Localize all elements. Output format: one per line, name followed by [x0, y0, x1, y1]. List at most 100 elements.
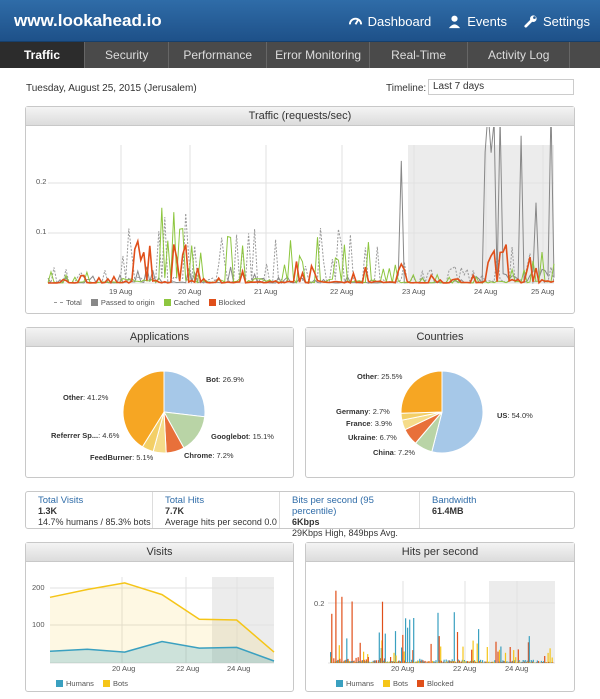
hits-bar [417, 660, 419, 663]
hits-bar [467, 662, 470, 663]
hits-bar [498, 649, 501, 663]
traffic-xtick-0: 19 Aug [109, 287, 132, 296]
svg-text:US: 54.0%: US: 54.0% [497, 411, 533, 420]
wrench-icon [524, 15, 537, 28]
hits-bar [473, 660, 476, 663]
tab-traffic[interactable]: Traffic [0, 42, 86, 68]
hits-bar [448, 660, 450, 663]
app-slice-other[interactable] [122, 370, 165, 448]
legend-hits-humans[interactable]: Humans [336, 679, 374, 688]
tab-security[interactable]: Security [85, 42, 170, 68]
app-slice-bot[interactable] [163, 370, 206, 418]
hits-bar [342, 662, 344, 663]
legend-hits-bots[interactable]: Bots [382, 679, 408, 688]
hits-bar [392, 661, 394, 663]
tab-activity-log[interactable]: Activity Log [468, 42, 571, 68]
hits-bar [450, 661, 452, 663]
hits-bar [393, 652, 395, 663]
svg-text:Bot: 26.9%: Bot: 26.9% [206, 375, 244, 384]
hits-bar [409, 619, 411, 663]
visits-title: Visits [26, 543, 293, 562]
hits-bar [452, 661, 454, 663]
hits-bar [332, 662, 334, 663]
hits-title: Hits per second [306, 543, 574, 562]
visits-xtick-0: 20 Aug [112, 664, 135, 673]
stat-bandwidth: Bandwidth 61.4MB [432, 495, 477, 516]
country-slice-us[interactable] [431, 370, 484, 454]
hits-bar [544, 656, 546, 663]
traffic-xtick-6: 25 Aug [531, 287, 554, 296]
nav-dashboard[interactable]: Dashboard [348, 14, 431, 29]
hits-bar [411, 661, 413, 663]
hits-bar [421, 662, 423, 663]
hits-bar [500, 646, 502, 663]
hits-bar [355, 657, 357, 663]
visits-panel: Visits 200 100 20 Aug 22 Aug 24 Aug Huma… [25, 542, 294, 692]
countries-panel: Countries Other: 25.5% US: 54.0% Germany… [305, 327, 575, 478]
hits-bar [335, 590, 337, 663]
hits-bar [338, 645, 340, 663]
traffic-xtick-5: 24 Aug [474, 287, 497, 296]
hits-bar [460, 661, 463, 663]
hits-bar [484, 662, 486, 663]
hits-bar [526, 660, 528, 663]
hits-bar [455, 662, 457, 663]
traffic-ytick-01: 0.1 [36, 227, 46, 236]
legend-blocked[interactable]: Blocked [208, 298, 245, 307]
hits-bar [532, 659, 534, 663]
hits-bar [464, 660, 466, 663]
hits-bar [383, 662, 385, 663]
hits-bar [390, 657, 392, 663]
hits-xtick-0: 20 Aug [391, 664, 414, 673]
visits-ytick-100: 100 [32, 620, 45, 629]
hits-bar [446, 661, 448, 663]
visits-ytick-200: 200 [32, 583, 45, 592]
stat-bits-per-second: Bits per second (95 percentile) 6Kbps 29… [280, 492, 420, 538]
hits-bar [453, 612, 455, 663]
country-slice-other[interactable] [400, 370, 443, 414]
hits-bar [515, 657, 517, 663]
logo[interactable]: www.lookahead.io [14, 11, 162, 30]
svg-text:Other: 41.2%: Other: 41.2% [63, 393, 109, 402]
gauge-icon [348, 17, 362, 25]
tab-error-monitoring[interactable]: Error Monitoring [267, 42, 371, 68]
svg-text:Googlebot: 15.1%: Googlebot: 15.1% [211, 432, 274, 441]
hits-bar [456, 632, 459, 663]
hits-bar [412, 650, 414, 663]
hits-bar [342, 662, 344, 663]
hits-bar [373, 662, 375, 663]
hits-bar [346, 638, 348, 663]
tab-real-time[interactable]: Real-Time [370, 42, 469, 68]
hits-bar [474, 660, 476, 663]
hits-bar [379, 658, 382, 663]
hits-bar [417, 660, 419, 663]
timeline-select[interactable]: Last 7 days [428, 79, 574, 95]
hits-bar [440, 646, 442, 663]
hits-bar [446, 662, 448, 663]
hits-bar [538, 661, 540, 663]
nav-events[interactable]: Events [447, 14, 507, 29]
legend-bots[interactable]: Bots [102, 679, 128, 688]
user-icon [449, 15, 461, 29]
hits-bar [353, 660, 355, 663]
hits-bar [396, 662, 398, 663]
legend-passed[interactable]: Passed to origin [90, 298, 155, 307]
hits-bar [469, 662, 471, 663]
legend-cached[interactable]: Cached [163, 298, 200, 307]
legend-total[interactable]: Total [54, 298, 82, 307]
hits-bar [548, 661, 550, 663]
nav-settings[interactable]: Settings [523, 14, 590, 29]
hits-bar [349, 662, 351, 663]
hits-bar [430, 643, 432, 663]
legend-hits-blocked[interactable]: Blocked [416, 679, 454, 688]
visits-line-humans [49, 640, 275, 662]
tab-performance[interactable]: Performance [169, 42, 268, 68]
traffic-series-blocked [47, 238, 555, 285]
hits-bar [377, 660, 379, 663]
hits-bar [344, 660, 346, 663]
legend-humans[interactable]: Humans [56, 679, 94, 688]
hits-bar [400, 661, 402, 663]
stats-row: Total Visits 1.3K 14.7% humans / 85.3% b… [25, 491, 575, 538]
visits-line-bots [49, 582, 275, 653]
hits-bar [513, 650, 515, 663]
